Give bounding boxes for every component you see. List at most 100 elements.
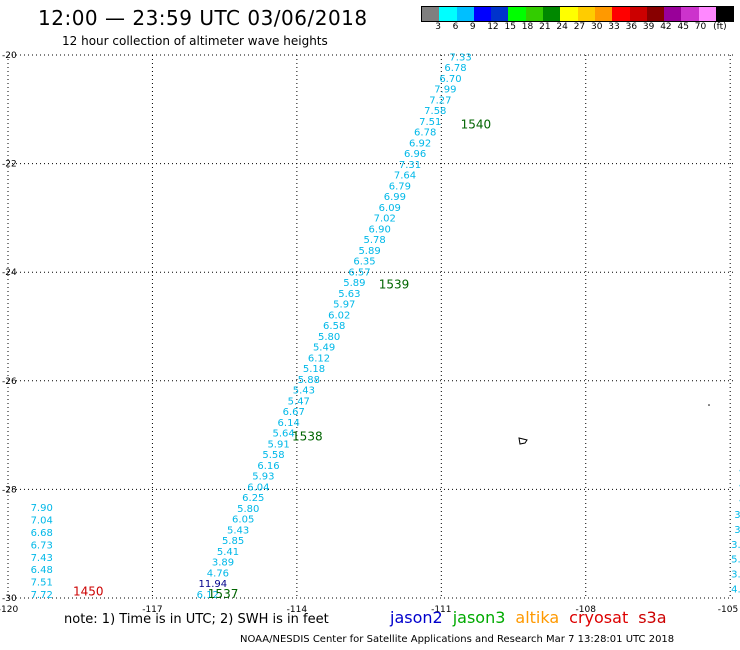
wave-height-value: 6.92 <box>409 138 431 149</box>
wave-height-value: 6.78 <box>414 128 436 139</box>
color-swatch-11 <box>612 7 630 21</box>
latitude-label: -26 <box>2 377 17 387</box>
color-swatch-4 <box>491 7 509 21</box>
wave-height-value: 5.97 <box>333 300 355 311</box>
color-scale-label: 36 <box>625 22 638 32</box>
wave-height-value: 11.94 <box>199 579 228 590</box>
map-grid <box>7 54 735 599</box>
wave-height-value: 6.90 <box>369 224 391 235</box>
wave-height-value: 6.57 <box>348 267 370 278</box>
page-subtitle: 12 hour collection of altimeter wave hei… <box>62 34 328 48</box>
wave-height-value: 7.90 <box>31 503 53 514</box>
color-swatch-1 <box>439 7 457 21</box>
color-scale-label: 18 <box>521 22 534 32</box>
color-scale-label: 24 <box>556 22 568 32</box>
wave-height-value: 3.87 <box>731 540 740 551</box>
track-cryosat: 7.90 7.046.686.73 7.436.48 7.517.72 <box>31 503 53 601</box>
color-swatch-3 <box>473 7 492 21</box>
color-swatch-14 <box>664 7 682 21</box>
wave-height-value: 6.96 <box>404 149 426 160</box>
color-swatch-7 <box>543 7 561 21</box>
wave-height-value: 6.68 <box>31 528 53 539</box>
color-swatch-2 <box>456 7 474 21</box>
color-swatch-9 <box>577 7 595 21</box>
color-swatch-5 <box>508 7 526 21</box>
wave-height-value: 6.04 <box>247 482 269 493</box>
color-swatch-0 <box>422 7 440 21</box>
color-scale-label: 12 <box>487 22 499 32</box>
wave-height-value: 5.47 <box>288 396 310 407</box>
wave-height-value: 5.85 <box>222 536 244 547</box>
island-dot <box>708 404 710 406</box>
wave-height-value: 5.58 <box>262 450 284 461</box>
wave-height-value: 6.35 <box>353 257 375 268</box>
color-scale-label: 42 <box>660 22 672 32</box>
longitude-label: -114 <box>287 605 308 615</box>
color-scale-label: 30 <box>591 22 603 32</box>
wave-height-value: 5.78 <box>363 235 385 246</box>
longitude-label: -120 <box>0 605 18 615</box>
wave-height-value: 6.99 <box>384 192 406 203</box>
wave-height-value: 5.41 <box>217 547 239 558</box>
wave-height-value: 7.04 <box>31 516 53 527</box>
track-id: 1540 <box>461 117 492 131</box>
latitude-label: -22 <box>2 160 17 170</box>
wave-height-value: 6.05 <box>232 515 254 526</box>
wave-height-value: 6.12 <box>308 353 330 364</box>
wave-height-value: 5.80 <box>318 332 340 343</box>
footnote: note: 1) Time is in UTC; 2) SWH is in fe… <box>64 612 329 627</box>
legend-s3a: s3a <box>638 608 667 627</box>
legend-jason2: jason2 <box>390 608 443 627</box>
wave-height-value: 7.51 <box>419 117 441 128</box>
wave-height-value: 7.27 <box>429 95 451 106</box>
wave-height-value: 7.51 <box>31 578 53 589</box>
legend-jason3: jason3 <box>452 608 506 627</box>
track-jason3: 7.336.786.707.997.277.587.516.786.926.96… <box>197 52 472 601</box>
wave-height-value: 6.78 <box>444 63 466 74</box>
wave-height-value: 6.79 <box>389 181 411 192</box>
color-scale-label: 33 <box>608 22 620 32</box>
latitude-label: -20 <box>2 51 17 61</box>
latitude-label: -30 <box>2 594 17 604</box>
longitude-label: -117 <box>142 605 162 615</box>
wave-height-value: 5.18 <box>303 364 325 375</box>
longitude-label: -105 <box>718 605 738 615</box>
wave-height-value: 6.48 <box>31 565 53 576</box>
wave-height-value: 5.43 <box>227 525 249 536</box>
color-scale-label: 45 <box>677 22 689 32</box>
page-title: 12:00 — 23:59 UTC 03/06/2018 <box>38 6 368 30</box>
wave-height-value: 3.89 <box>731 570 740 581</box>
wave-height-value: 4.76 <box>207 568 229 579</box>
color-scale-bar <box>421 6 735 22</box>
wave-height-value: 6.16 <box>257 461 279 472</box>
wave-height-value: 6.73 <box>31 540 53 551</box>
island-shape <box>518 437 528 445</box>
wave-height-value: 5.89 <box>343 278 365 289</box>
wave-height-value: 7.43 <box>31 553 53 564</box>
wave-height-value: 6.58 <box>323 321 345 332</box>
wave-height-value: 5.63 <box>338 289 360 300</box>
color-scale-label: 3 <box>435 22 442 32</box>
track-id: 1537 <box>208 587 239 601</box>
wave-height-value: 7.58 <box>424 106 446 117</box>
satellite-tracks: 7.336.786.707.997.277.587.516.786.926.96… <box>31 52 740 601</box>
wave-height-value: 6.09 <box>379 203 401 214</box>
track-id: 1450 <box>73 584 104 598</box>
color-swatch-15 <box>681 7 699 21</box>
wave-height-value: 5.91 <box>267 439 289 450</box>
wave-height-value: 3.9 <box>734 510 740 521</box>
wave-height-value: 7.33 <box>449 52 471 63</box>
island-outline <box>518 404 710 445</box>
credit-line: NOAA/NESDIS Center for Satellite Applica… <box>240 634 675 645</box>
track-id-labels: 1540 1539 1538 1537 1450 <box>73 117 491 601</box>
wave-height-value: 6.25 <box>242 493 264 504</box>
color-scale-label: 21 <box>539 22 551 32</box>
satellite-legend: jason2 jason3 altika cryosat s3a <box>390 608 677 627</box>
wave-height-value: 6.67 <box>283 407 305 418</box>
color-scale-label: 15 <box>504 22 516 32</box>
color-swatch-6 <box>525 7 544 21</box>
wave-height-value: 6.70 <box>439 74 461 85</box>
wave-height-value: 3.89 <box>212 558 234 569</box>
color-swatch-17 <box>716 7 734 21</box>
wave-height-value: 7.31 <box>399 160 421 171</box>
